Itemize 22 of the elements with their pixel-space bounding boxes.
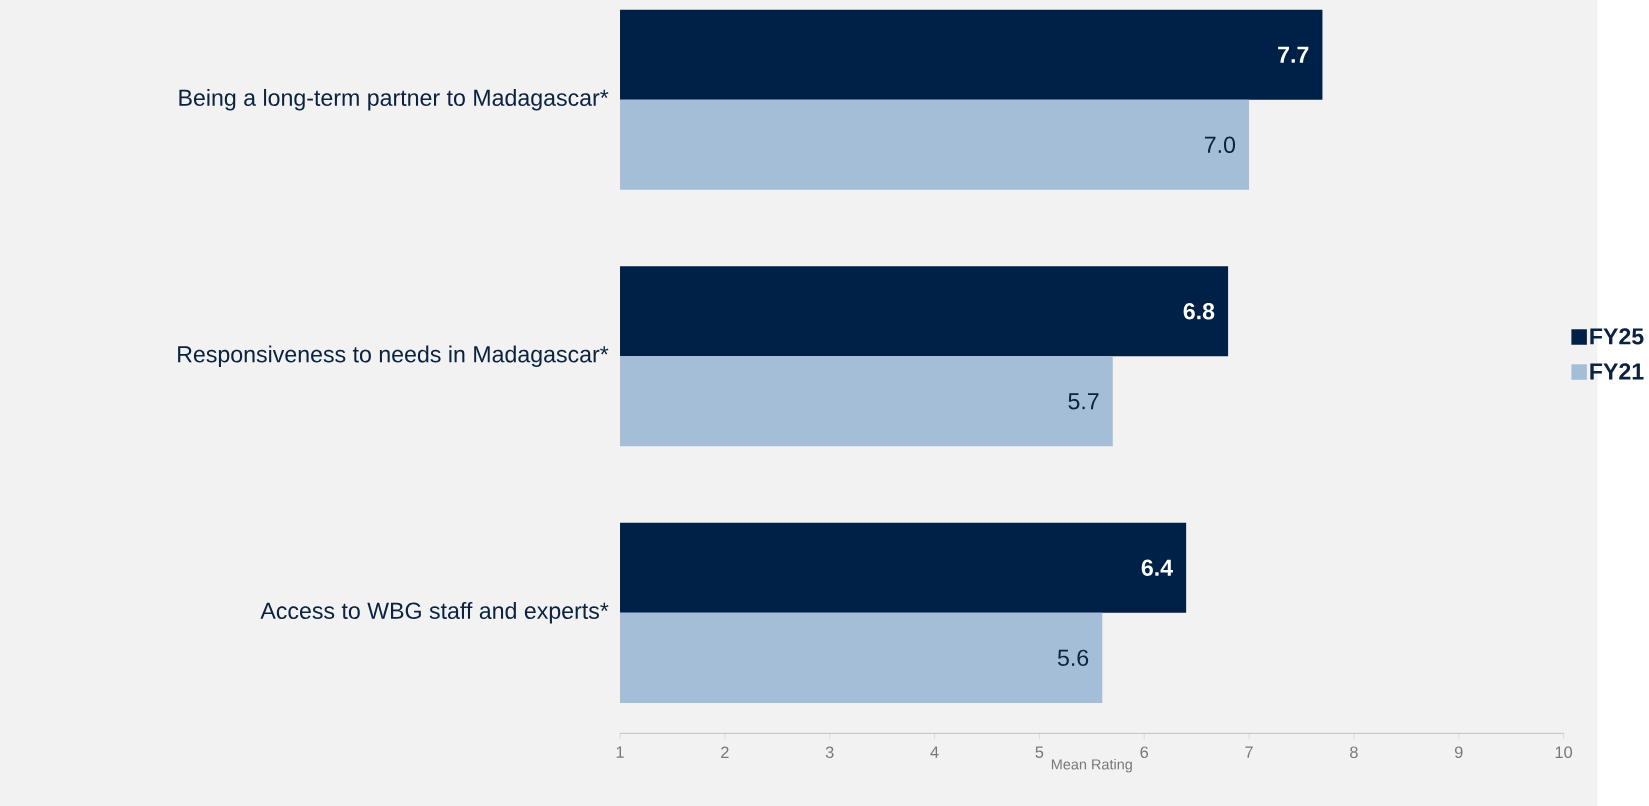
x-tick-label: 4 — [930, 746, 939, 758]
x-tick-label: 8 — [1350, 746, 1358, 759]
y-tick-label: Responsiveness to needs in Madagascar* — [178, 345, 609, 368]
y-tick-label: Being a long-term partner to Madagascar* — [179, 88, 609, 111]
x-tick-label: 5 — [1035, 746, 1044, 758]
data-label: 5.6 — [1057, 649, 1089, 667]
x-tick-label: 10 — [1555, 746, 1573, 759]
y-tick-label: Access to WBG staff and experts* — [260, 601, 609, 624]
x-tick-label: 7 — [1245, 746, 1253, 758]
data-label: 6.4 — [1141, 559, 1173, 576]
x-axis-title: Mean Rating — [1051, 758, 1132, 773]
x-tick-label: 9 — [1454, 746, 1463, 759]
data-label: 7.7 — [1278, 46, 1309, 63]
x-tick-label: 1 — [616, 746, 624, 758]
x-tick-label: 3 — [825, 746, 834, 759]
legend-label: FY25 — [1590, 328, 1644, 345]
data-label: 5.7 — [1068, 393, 1099, 410]
x-tick-label: 6 — [1140, 746, 1149, 759]
data-label: 6.8 — [1183, 303, 1215, 320]
legend-label: FY21 — [1590, 363, 1644, 380]
data-label: 7.0 — [1204, 136, 1236, 153]
x-tick-label: 2 — [721, 746, 729, 758]
